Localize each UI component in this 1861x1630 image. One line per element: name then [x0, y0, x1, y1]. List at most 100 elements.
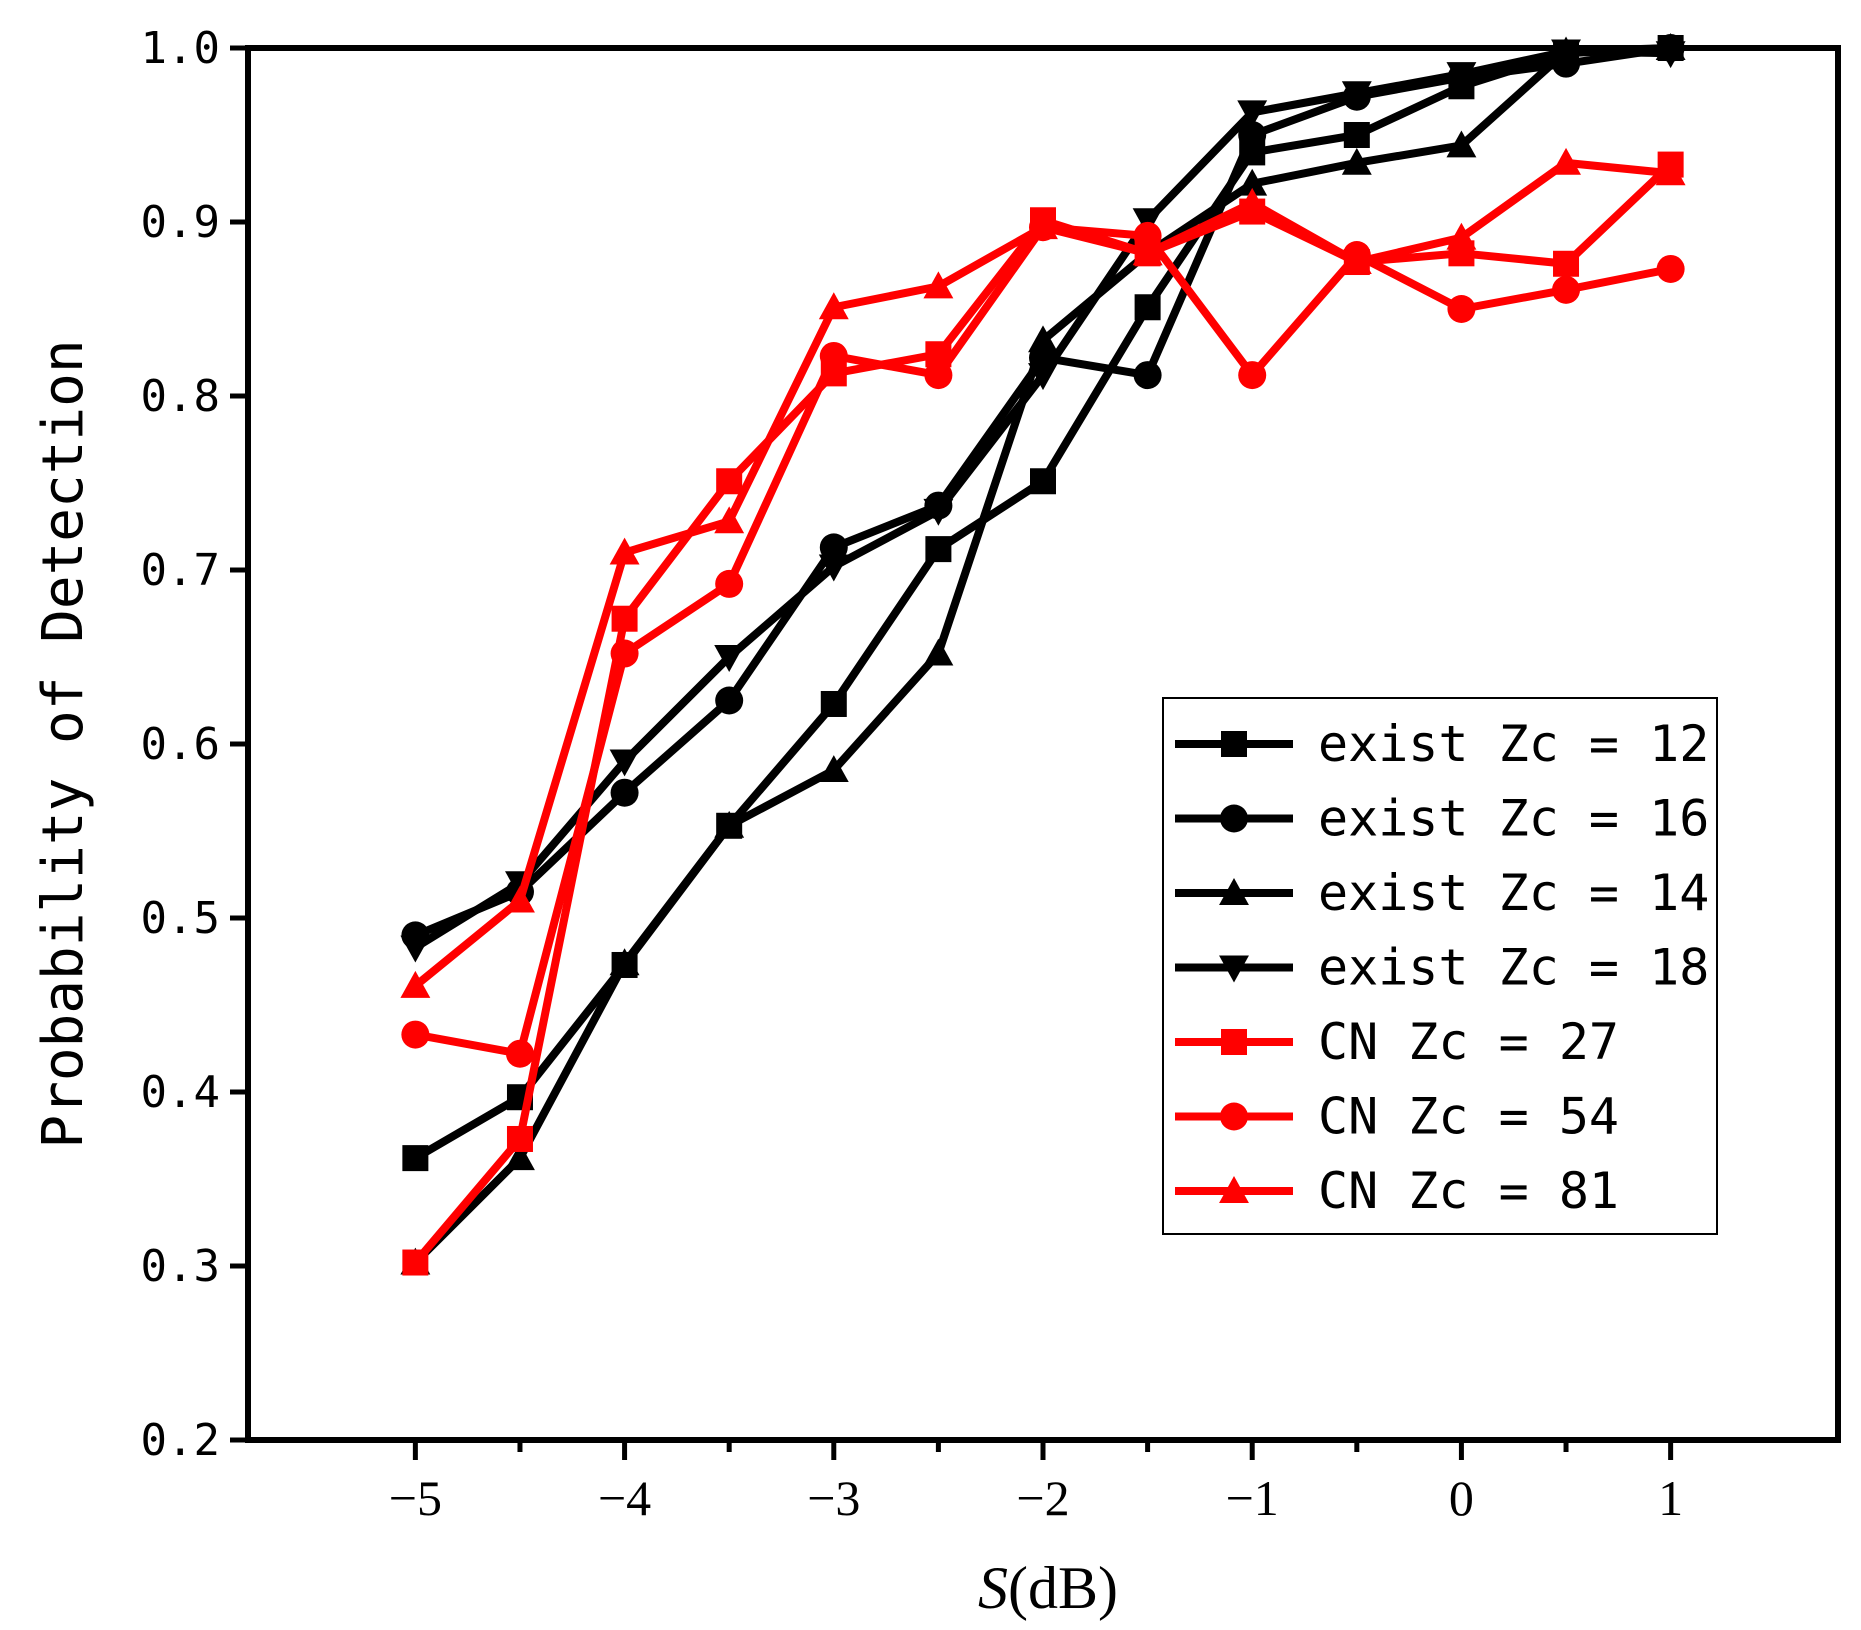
- data-point: [1446, 222, 1477, 250]
- legend-item: CN Zc = 54: [1175, 1088, 1619, 1146]
- data-point: [818, 755, 849, 783]
- data-point: [925, 536, 952, 563]
- data-point: [820, 690, 847, 717]
- data-point: [506, 1125, 533, 1152]
- data-point: [1341, 147, 1372, 175]
- data-point: [1237, 187, 1268, 215]
- data-point: [1446, 130, 1477, 158]
- data-point: [714, 506, 745, 534]
- data-point: [715, 686, 744, 715]
- y-tick-label: 0.3: [141, 1241, 220, 1292]
- x-tick-labels: −5 −4 −3 −2 −1 0 1: [389, 1470, 1683, 1526]
- x-tick-label: −5: [389, 1470, 442, 1526]
- data-point: [715, 569, 744, 598]
- x-axis-label-unit: (dB): [1008, 1555, 1118, 1621]
- data-point: [1030, 468, 1056, 495]
- data-point: [609, 749, 640, 777]
- data-point: [1343, 122, 1370, 148]
- x-tick-label: −1: [1226, 1470, 1279, 1526]
- data-point: [1447, 295, 1476, 323]
- data-point: [819, 341, 848, 370]
- data-point: [402, 1145, 429, 1172]
- data-point: [1132, 238, 1163, 266]
- data-point: [1237, 168, 1268, 196]
- data-point: [1553, 250, 1580, 277]
- legend-item: exist Zc = 18: [1175, 939, 1709, 997]
- legend-item: exist Zc = 14: [1175, 864, 1709, 922]
- y-tick-label: 0.5: [141, 893, 220, 944]
- legend-item: exist Zc = 12: [1175, 715, 1709, 773]
- x-axis-label: S(dB): [978, 1555, 1118, 1621]
- legend-item: exist Zc = 16: [1175, 790, 1709, 848]
- x-tick-label: 1: [1658, 1470, 1683, 1526]
- y-tick-label: 0.2: [141, 1415, 220, 1466]
- data-point: [1134, 294, 1161, 321]
- legend-item: CN Zc = 81: [1175, 1162, 1619, 1220]
- axis-ticks: [230, 45, 1674, 1460]
- data-point: [1133, 361, 1162, 390]
- data-point: [400, 970, 431, 998]
- data-point: [1028, 325, 1058, 353]
- legend-marker: [1219, 955, 1249, 983]
- series-5: [401, 213, 1685, 1068]
- data-point: [1341, 81, 1372, 109]
- data-point: [402, 1249, 429, 1276]
- legend-label: CN Zc = 54: [1318, 1088, 1619, 1146]
- y-tick-label: 0.6: [141, 719, 220, 770]
- x-axis-label-symbol: S: [978, 1555, 1008, 1621]
- legend-label: exist Zc = 14: [1318, 864, 1709, 922]
- y-tick-labels: 0.2 0.3 0.4 0.5 0.6 0.7 0.8 0.9 1.0: [141, 23, 220, 1466]
- data-point: [611, 605, 638, 632]
- data-point: [1028, 363, 1058, 391]
- data-point: [924, 361, 953, 390]
- data-point: [609, 948, 640, 976]
- y-axis-label: Probability of Detection: [31, 339, 96, 1148]
- legend: exist Zc = 12 exist Zc = 16 exist Zc = 14 e…: [1162, 697, 1718, 1235]
- legend-item: CN Zc = 27: [1175, 1013, 1619, 1071]
- legend-marker: [1221, 731, 1247, 757]
- legend-label: exist Zc = 16: [1318, 790, 1709, 848]
- legend-label: exist Zc = 18: [1318, 939, 1709, 997]
- legend-marker: [1220, 804, 1248, 833]
- data-point: [505, 885, 535, 913]
- y-tick-label: 1.0: [141, 23, 220, 74]
- y-tick-label: 0.9: [141, 197, 220, 248]
- data-point: [714, 645, 745, 672]
- data-point: [1656, 254, 1685, 283]
- legend-label: exist Zc = 12: [1318, 715, 1709, 773]
- legend-marker: [1219, 1176, 1249, 1203]
- data-point: [1133, 221, 1162, 250]
- x-tick-label: −2: [1016, 1470, 1069, 1526]
- data-point: [1552, 275, 1581, 304]
- data-point: [610, 778, 639, 807]
- legend-label: CN Zc = 27: [1318, 1013, 1619, 1071]
- legend-marker: [1220, 1102, 1248, 1131]
- series-6: [400, 147, 1686, 998]
- data-point: [923, 271, 954, 299]
- data-point: [1238, 121, 1267, 149]
- data-point: [923, 638, 954, 666]
- data-point: [1028, 212, 1058, 240]
- data-point: [818, 292, 849, 320]
- x-tick-label: 0: [1449, 1470, 1474, 1526]
- plot-series: [400, 33, 1686, 1276]
- x-tick-label: −4: [598, 1470, 651, 1526]
- data-point: [400, 935, 431, 963]
- data-point: [1446, 62, 1477, 90]
- data-point: [1341, 247, 1372, 274]
- data-point: [505, 1039, 534, 1068]
- data-point: [1238, 361, 1267, 390]
- data-point: [610, 639, 639, 668]
- legend-marker: [1221, 1029, 1247, 1055]
- data-point: [505, 1143, 535, 1171]
- data-point: [1655, 158, 1686, 186]
- data-point: [714, 810, 745, 838]
- data-point: [818, 554, 849, 582]
- data-point: [1551, 147, 1581, 175]
- y-tick-label: 0.8: [141, 371, 220, 422]
- data-point: [401, 1020, 430, 1049]
- y-tick-label: 0.7: [141, 545, 220, 596]
- y-tick-label: 0.4: [141, 1067, 220, 1118]
- x-tick-label: −3: [807, 1470, 860, 1526]
